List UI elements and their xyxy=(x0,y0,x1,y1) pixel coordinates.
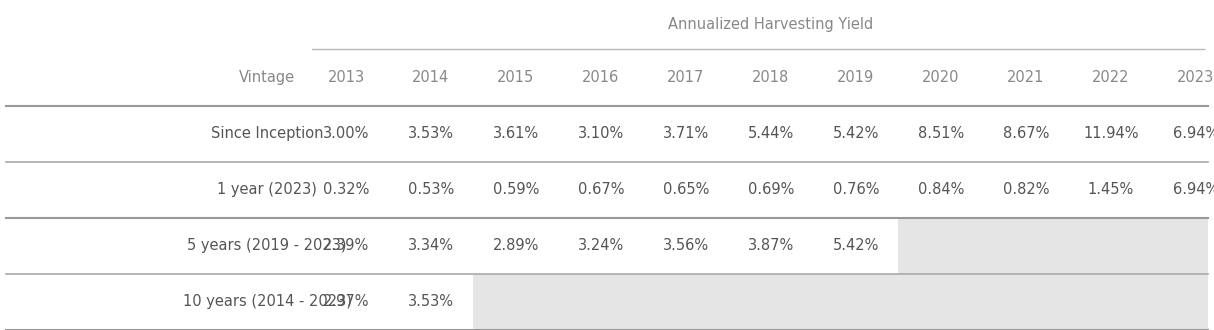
Text: 8.51%: 8.51% xyxy=(918,126,964,141)
Text: 0.65%: 0.65% xyxy=(663,182,709,197)
Text: 5 years (2019 - 2023): 5 years (2019 - 2023) xyxy=(187,238,347,253)
Text: 0.76%: 0.76% xyxy=(833,182,879,197)
Text: 2013: 2013 xyxy=(328,70,364,85)
Text: 3.34%: 3.34% xyxy=(408,238,454,253)
Text: 5.42%: 5.42% xyxy=(833,238,879,253)
Text: Vintage: Vintage xyxy=(239,70,295,85)
Text: 2.39%: 2.39% xyxy=(323,238,369,253)
Text: 0.32%: 0.32% xyxy=(323,182,369,197)
Text: 0.69%: 0.69% xyxy=(748,182,794,197)
Text: 2017: 2017 xyxy=(668,70,704,85)
Text: 0.59%: 0.59% xyxy=(493,182,539,197)
Text: 2023: 2023 xyxy=(1178,70,1214,85)
Text: 2.97%: 2.97% xyxy=(323,294,369,310)
Text: 3.53%: 3.53% xyxy=(408,126,454,141)
Text: 0.84%: 0.84% xyxy=(918,182,964,197)
Text: 2015: 2015 xyxy=(498,70,534,85)
Text: 0.67%: 0.67% xyxy=(578,182,624,197)
Text: 3.10%: 3.10% xyxy=(578,126,624,141)
Text: 2014: 2014 xyxy=(413,70,449,85)
Text: 5.42%: 5.42% xyxy=(833,126,879,141)
Text: 5.44%: 5.44% xyxy=(748,126,794,141)
Text: 6.94%: 6.94% xyxy=(1173,182,1214,197)
Text: 3.71%: 3.71% xyxy=(663,126,709,141)
Text: 2022: 2022 xyxy=(1093,70,1129,85)
Text: 2016: 2016 xyxy=(583,70,619,85)
Bar xyxy=(473,274,1208,330)
Text: 0.82%: 0.82% xyxy=(1003,182,1049,197)
Text: 10 years (2014 - 2023): 10 years (2014 - 2023) xyxy=(182,294,352,310)
Text: 2020: 2020 xyxy=(923,70,959,85)
Text: Since Inception: Since Inception xyxy=(211,126,323,141)
Text: 0.53%: 0.53% xyxy=(408,182,454,197)
Text: 3.61%: 3.61% xyxy=(493,126,539,141)
Text: 11.94%: 11.94% xyxy=(1083,126,1139,141)
Text: 1.45%: 1.45% xyxy=(1088,182,1134,197)
Text: 2019: 2019 xyxy=(838,70,874,85)
Text: 1 year (2023): 1 year (2023) xyxy=(217,182,317,197)
Text: 3.53%: 3.53% xyxy=(408,294,454,310)
Text: 2021: 2021 xyxy=(1008,70,1044,85)
Text: 2.89%: 2.89% xyxy=(493,238,539,253)
Text: 3.24%: 3.24% xyxy=(578,238,624,253)
Text: 3.00%: 3.00% xyxy=(323,126,369,141)
Text: 3.56%: 3.56% xyxy=(663,238,709,253)
Text: 6.94%: 6.94% xyxy=(1173,126,1214,141)
Text: 8.67%: 8.67% xyxy=(1003,126,1049,141)
Text: Annualized Harvesting Yield: Annualized Harvesting Yield xyxy=(668,17,874,32)
Bar xyxy=(898,218,1208,274)
Text: 3.87%: 3.87% xyxy=(748,238,794,253)
Text: 2018: 2018 xyxy=(753,70,789,85)
